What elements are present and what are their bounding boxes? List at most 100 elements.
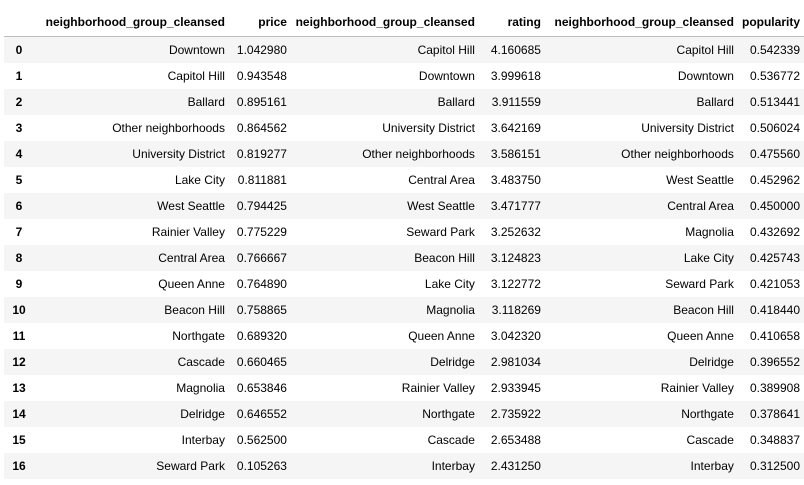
table-row: 5 Lake City 0.811881 Central Area 3.483750 We…	[4, 167, 804, 193]
neighborhood-cell: Delridge	[689, 355, 734, 369]
neighborhood-cell: Northgate	[681, 407, 734, 421]
price-cell: 0.864562	[236, 121, 287, 135]
table-row: 6 West Seattle 0.794425 West Seattle 3.47177…	[4, 193, 804, 219]
rating-cell: 3.252632	[490, 225, 541, 239]
row-index: 9	[15, 277, 23, 291]
table-header: neighborhood_group_cleansed price neighb…	[4, 8, 804, 37]
neighborhood-cell: Cascade	[177, 355, 225, 369]
table-row: 7 Rainier Valley 0.775229 Seward Park 3.2526…	[4, 219, 804, 245]
neighborhood-cell: Cascade	[686, 433, 734, 447]
price-cell: 0.775229	[236, 225, 287, 239]
popularity-cell: 0.432692	[749, 225, 800, 239]
popularity-cell: 0.536772	[749, 69, 800, 83]
rating-cell: 2.933945	[490, 381, 541, 395]
neighborhood-cell: Interbay	[181, 433, 225, 447]
row-index: 7	[15, 225, 23, 239]
price-cell: 0.646552	[236, 407, 287, 421]
popularity-cell: 0.348837	[749, 433, 800, 447]
column-header-neighborhood-price: neighborhood_group_cleansed	[33, 8, 229, 37]
row-index: 3	[15, 121, 23, 135]
table-row: 11 Northgate 0.689320 Queen Anne 3.042320 Que…	[4, 323, 804, 349]
table-row: 2 Ballard 0.895161 Ballard 3.911559 Ballard 0.…	[4, 89, 804, 115]
neighborhood-cell: University District	[641, 121, 734, 135]
row-index: 14	[12, 407, 26, 421]
popularity-cell: 0.389908	[749, 381, 800, 395]
price-cell: 0.943548	[236, 69, 287, 83]
row-index: 11	[12, 329, 26, 343]
neighborhood-cell: Lake City	[424, 277, 475, 291]
column-header-popularity: popularity	[737, 8, 804, 37]
column-header-neighborhood-popularity: neighborhood_group_cleansed	[544, 8, 738, 37]
header-row: neighborhood_group_cleansed price neighb…	[4, 8, 804, 37]
neighborhood-cell: West Seattle	[157, 199, 225, 213]
neighborhood-cell: Ballard	[437, 95, 475, 109]
neighborhood-cell: Queen Anne	[158, 277, 225, 291]
price-cell: 0.811881	[237, 173, 287, 187]
price-cell: 0.653846	[236, 381, 287, 395]
popularity-cell: 0.542339	[749, 43, 800, 57]
column-header-rating: rating	[478, 8, 545, 37]
neighborhood-cell: Other neighborhoods	[112, 121, 225, 135]
neighborhood-cell: Beacon Hill	[673, 303, 734, 317]
popularity-cell: 0.425743	[749, 251, 800, 265]
price-cell: 0.766667	[236, 251, 287, 265]
neighborhood-cell: Capitol Hill	[417, 43, 475, 57]
price-cell: 0.895161	[236, 95, 287, 109]
neighborhood-cell: Northgate	[172, 329, 225, 343]
price-cell: 0.105263	[236, 459, 287, 473]
popularity-cell: 0.450000	[749, 199, 800, 213]
neighborhood-cell: Interbay	[431, 459, 475, 473]
popularity-cell: 0.421053	[749, 277, 800, 291]
rating-cell: 3.471777	[490, 199, 541, 213]
neighborhood-cell: Downtown	[168, 43, 225, 57]
row-index: 6	[15, 199, 23, 213]
neighborhood-cell: Seward Park	[406, 225, 475, 239]
column-header-neighborhood-rating: neighborhood_group_cleansed	[290, 8, 479, 37]
table-row: 10 Beacon Hill 0.758865 Magnolia 3.118269 Bea…	[4, 297, 804, 323]
neighborhood-cell: Interbay	[690, 459, 734, 473]
price-cell: 1.042980	[236, 43, 287, 57]
neighborhood-cell: Delridge	[180, 407, 225, 421]
table-row: 12 Cascade 0.660465 Delridge 2.981034 Delridg…	[4, 349, 804, 375]
neighborhood-cell: Central Area	[667, 199, 734, 213]
row-index: 0	[15, 43, 23, 57]
dataframe-table: neighborhood_group_cleansed price neighb…	[4, 8, 804, 479]
table-row: 13 Magnolia 0.653846 Rainier Valley 2.933945…	[4, 375, 804, 401]
price-cell: 0.794425	[236, 199, 287, 213]
neighborhood-cell: Lake City	[174, 173, 225, 187]
popularity-cell: 0.410658	[749, 329, 800, 343]
rating-cell: 2.653488	[490, 433, 541, 447]
price-cell: 0.562500	[236, 433, 287, 447]
rating-cell: 4.160685	[490, 43, 541, 57]
row-index: 2	[15, 95, 23, 109]
rating-cell: 3.999618	[490, 69, 541, 83]
neighborhood-cell: Downtown	[418, 69, 475, 83]
price-cell: 0.764890	[236, 277, 287, 291]
neighborhood-cell: Central Area	[408, 173, 475, 187]
table-row: 1 Capitol Hill 0.943548 Downtown 3.999618 Dow…	[4, 63, 804, 89]
popularity-cell: 0.475560	[749, 147, 800, 161]
popularity-cell: 0.378641	[749, 407, 800, 421]
rating-cell: 2.735922	[490, 407, 541, 421]
neighborhood-cell: Cascade	[427, 433, 475, 447]
rating-cell: 2.431250	[490, 459, 541, 473]
index-header	[4, 8, 34, 37]
neighborhood-cell: Queen Anne	[667, 329, 734, 343]
rating-cell: 3.042320	[490, 329, 541, 343]
neighborhood-cell: Downtown	[677, 69, 734, 83]
neighborhood-cell: Northgate	[422, 407, 475, 421]
neighborhood-cell: University District	[132, 147, 225, 161]
row-index: 10	[12, 303, 26, 317]
neighborhood-cell: Seward Park	[156, 459, 225, 473]
rating-cell: 3.122772	[490, 277, 541, 291]
popularity-cell: 0.396552	[749, 355, 800, 369]
row-index: 12	[12, 355, 26, 369]
neighborhood-cell: West Seattle	[407, 199, 475, 213]
neighborhood-cell: Delridge	[430, 355, 475, 369]
neighborhood-cell: Queen Anne	[408, 329, 475, 343]
neighborhood-cell: Capitol Hill	[676, 43, 734, 57]
neighborhood-cell: Magnolia	[176, 381, 225, 395]
table-row: 9 Queen Anne 0.764890 Lake City 3.122772 Sewa…	[4, 271, 804, 297]
rating-cell: 3.118269	[491, 303, 541, 317]
